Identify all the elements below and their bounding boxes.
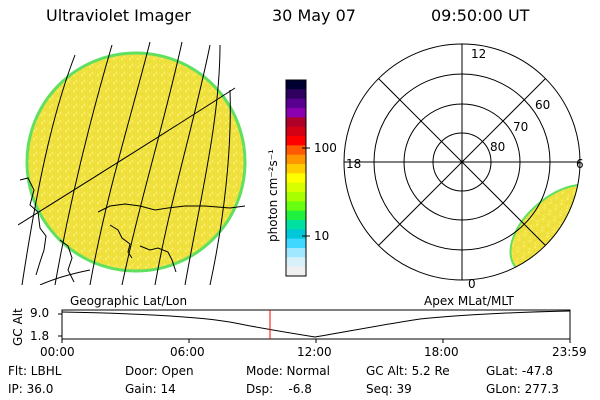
param-glat: GLat: -47.8: [486, 364, 553, 378]
x-tick-0600: 06:00: [170, 345, 205, 359]
colorbar-segment: [286, 220, 306, 230]
colorbar-segment: [286, 98, 306, 109]
mlt-label-0: 0: [468, 277, 476, 291]
colorbar-segment: [286, 145, 306, 156]
mlat-label-60: 60: [535, 98, 551, 112]
date-label: 30 May 07: [272, 6, 356, 25]
x-tick-0000: 00:00: [40, 345, 75, 359]
colorbar-segment: [286, 257, 306, 268]
mlt-label-6: 6: [576, 157, 584, 171]
param-gc-alt: GC Alt: 5.2 Re: [366, 364, 450, 378]
colorbar-segment: [286, 108, 306, 118]
param-mode: Mode: Normal: [246, 364, 330, 378]
colorbar-segment: [286, 210, 306, 221]
colorbar-segment: [286, 126, 306, 137]
colorbar-segment: [286, 80, 306, 90]
mlt-label-18: 18: [346, 157, 362, 171]
param-dsp: Dsp: -6.8: [246, 382, 312, 396]
x-tick-1200: 12:00: [297, 345, 332, 359]
x-tick-1800: 18:00: [424, 345, 459, 359]
colorbar-segment: [286, 182, 306, 193]
colorbar-segment: [286, 192, 306, 202]
instrument-title: Ultraviolet Imager: [46, 6, 191, 25]
param-glon: GLon: 277.3: [486, 382, 559, 396]
colorbar-segment: [286, 89, 306, 100]
colorbar-segment: [286, 173, 306, 184]
param-gain: Gain: 14: [125, 382, 176, 396]
apex-label: Apex MLat/MLT: [424, 294, 514, 308]
colorbar-segment: [286, 229, 306, 240]
colorbar-segment: [286, 136, 306, 146]
mlat-label-80: 80: [490, 140, 506, 154]
gc-alt-axis-label: GC Alt: [11, 308, 25, 346]
param-door: Door: Open: [125, 364, 194, 378]
colorbar: [285, 79, 307, 277]
time-label: 09:50:00 UT: [431, 6, 530, 25]
colorbar-segment: [286, 201, 306, 212]
mlt-label-12: 12: [471, 47, 487, 61]
colorbar-label-10: 10: [314, 229, 330, 243]
colorbar-segment: [286, 266, 306, 277]
colorbar-label-100: 100: [314, 141, 337, 155]
y-tick-1-8: 1.8: [30, 329, 50, 343]
param-ip: IP: 36.0: [8, 382, 54, 396]
colorbar-frame: [285, 79, 307, 277]
param-seq: Seq: 39: [366, 382, 412, 396]
colorbar-segment: [286, 248, 306, 258]
colorbar-segment: [286, 164, 306, 174]
colorbar-segment: [286, 154, 306, 165]
colorbar-unit-label: photon cm⁻²s⁻¹: [266, 149, 280, 242]
x-tick-2359: 23:59: [552, 345, 587, 359]
param-flt: Flt: LBHL: [8, 364, 62, 378]
colorbar-segment: [286, 117, 306, 128]
geographic-label: Geographic Lat/Lon: [70, 294, 188, 308]
polar-plot: [343, 43, 581, 281]
mlat-label-70: 70: [513, 120, 529, 134]
colorbar-segment: [286, 238, 306, 249]
earth-disk-image: [18, 41, 247, 285]
altitude-timeline: [58, 309, 571, 343]
y-tick-9: 9.0: [30, 306, 50, 320]
